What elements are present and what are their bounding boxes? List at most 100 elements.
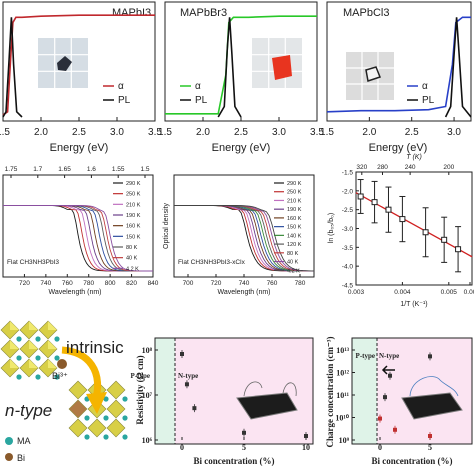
data-point: [441, 236, 448, 243]
x-tick-label: 3.0: [272, 127, 286, 138]
data-point: [393, 427, 397, 432]
ma-atom: [16, 336, 22, 342]
x-tick-label: 760: [62, 280, 73, 287]
legend-label: α: [195, 81, 201, 92]
x-tick-label: 840: [148, 280, 159, 287]
panel-frame: [355, 171, 473, 286]
legend-label: 40 K: [287, 260, 299, 266]
y-tick-label: 10¹¹: [336, 391, 349, 400]
panel-absorption-mapbi3: 1.75 1.7 1.65 1.6 1.55 1.5 290 K 250 K 210 K 190…: [2, 166, 159, 296]
doping-arrow-head: [86, 392, 107, 414]
x-tick-label: 700: [183, 280, 194, 287]
annotation-box: [5, 256, 69, 272]
x-tick-label: 2.0: [196, 127, 210, 138]
series-line: [2, 17, 23, 118]
top-tick-label: 320: [356, 164, 367, 171]
photo-grid: [38, 38, 88, 88]
legend-ma-dot: [5, 437, 13, 445]
ma-atom: [35, 336, 41, 342]
series-line: [2, 14, 155, 116]
y-tick-label: 10⁸: [142, 346, 153, 355]
ma-atom: [84, 434, 90, 440]
panel-resistivity: Resistivity (Ω cm) P-type N-type 10⁸ 10⁷ 1…: [131, 337, 314, 466]
legend-label: 210 K: [126, 202, 141, 208]
x-axis-label: Wavelength (nm): [48, 289, 101, 296]
n-type-label: n-type: [5, 401, 52, 420]
x-tick-label: 5: [428, 443, 432, 452]
octahedron-face: [10, 340, 19, 349]
top-tick-label: 200: [443, 164, 454, 171]
x-tick-label: 720: [211, 280, 222, 287]
y-tick-label: 10⁶: [142, 436, 153, 445]
doping-arrow: [61, 346, 101, 399]
region-label-n: N-type: [379, 352, 399, 360]
y-tick-label: 10¹³: [336, 346, 349, 355]
x-axis-label: Energy (eV): [50, 142, 109, 154]
top-tick-label: 1.6: [87, 166, 96, 173]
device-wires: [243, 381, 297, 397]
data-point: [184, 382, 189, 387]
y-tick-label: 10⁷: [142, 391, 153, 400]
p-type-region: [352, 338, 377, 444]
legend-label: 150 K: [126, 234, 141, 240]
annotation-text: Flat CH3NH3PbI3-xClx: [178, 259, 246, 266]
x-tick-label: 760: [267, 280, 278, 287]
ma-atom: [122, 434, 128, 440]
y-axis-label: Optical density: [163, 203, 170, 249]
data-point: [192, 406, 197, 411]
x-tick-label: 740: [239, 280, 250, 287]
top-tick-label: 280: [377, 164, 388, 171]
x-tick-label: 10: [302, 443, 310, 452]
octahedron: [106, 418, 126, 438]
panel-title: MAPbCl3: [343, 7, 389, 19]
legend-label: 160 K: [287, 216, 302, 222]
x-axis-label: Energy (eV): [212, 142, 271, 154]
x-tick-label: 0.005: [441, 289, 458, 296]
ma-atom: [35, 374, 41, 380]
region-label-p: P-type: [131, 372, 150, 380]
top-tick-label: 1.55: [112, 166, 125, 173]
x-axis-label: 1/T (K⁻¹): [400, 301, 427, 308]
data-point: [428, 434, 432, 438]
absorption-curve: [174, 205, 314, 272]
data-point: [180, 352, 184, 356]
data-point: [422, 229, 429, 236]
ma-atom: [54, 374, 60, 380]
legend-label: 250 K: [126, 192, 141, 198]
bi-label: Bi³⁺: [52, 371, 68, 381]
legend-bi-label: Bi: [17, 453, 25, 463]
data-point: [383, 395, 387, 400]
x-tick-label: 0.00: [464, 289, 474, 296]
legend-label: 4.2 K: [287, 268, 300, 274]
data-point: [378, 416, 382, 421]
ma-atom: [103, 434, 109, 440]
ma-atom: [35, 355, 41, 361]
legend-bi-dot: [5, 453, 13, 461]
x-tick-label: 5: [242, 443, 246, 452]
legend-label: α: [118, 81, 124, 92]
x-tick-label: 2.0: [362, 127, 376, 138]
legend-label: 80 K: [126, 245, 138, 251]
panel-title: MAPbI3: [112, 7, 151, 19]
octahedron-face: [29, 359, 38, 368]
octahedron-face: [10, 359, 19, 368]
x-tick-label: 3.0: [447, 127, 461, 138]
crystal-mapbi3: [57, 56, 72, 71]
octahedron-face: [10, 321, 19, 330]
legend-label: 250 K: [287, 190, 302, 196]
top-tick-label: 1.75: [5, 166, 18, 173]
octahedron: [106, 380, 126, 400]
top-tick-label: 1.7: [33, 166, 42, 173]
y-axis-label: ln (b₀₅/b₀): [328, 213, 335, 243]
data-point: [371, 199, 378, 206]
panel-frame: [2, 174, 154, 278]
crystal-mapbbr3: [272, 55, 292, 80]
legend-label: 190 K: [287, 207, 302, 213]
x-tick-label: 0.003: [348, 289, 365, 296]
data-point: [388, 373, 392, 378]
ma-atom: [16, 374, 22, 380]
x-tick-label: 2.5: [72, 127, 86, 138]
panel-title: MAPbBr3: [180, 7, 227, 19]
x-tick-label: 3.5: [310, 127, 324, 138]
